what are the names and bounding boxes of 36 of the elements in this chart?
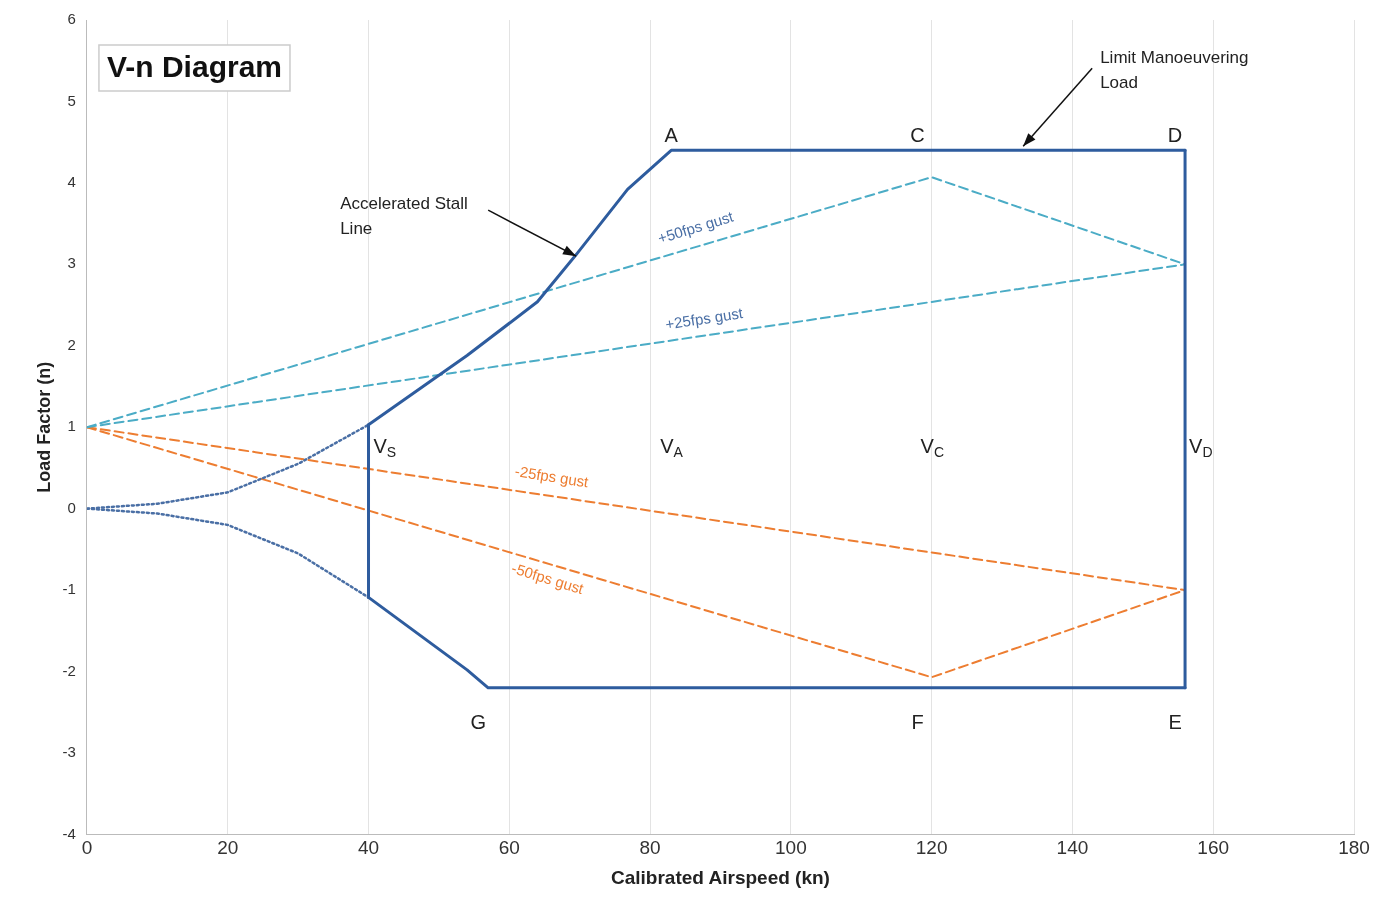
x-tick-label: 120 bbox=[915, 837, 948, 859]
y-axis-title: Load Factor (n) bbox=[33, 361, 54, 493]
y-tick-label: 5 bbox=[67, 91, 76, 109]
x-tick-label: 140 bbox=[1056, 837, 1089, 859]
y-tick-label: 4 bbox=[67, 173, 76, 191]
annotation: D bbox=[1167, 123, 1183, 146]
x-tick-label: 100 bbox=[775, 837, 807, 859]
y-tick-label: 1 bbox=[67, 417, 76, 435]
x-tick-label: 180 bbox=[1338, 837, 1370, 859]
annotation: -50fps gust bbox=[509, 559, 587, 598]
annotation: Limit Manoeuvering Load bbox=[1100, 47, 1249, 92]
x-tick-label: 20 bbox=[217, 837, 239, 859]
x-tick-label: 0 bbox=[81, 837, 93, 859]
annotation: -25fps gust bbox=[513, 462, 591, 491]
x-tick-label: 60 bbox=[498, 837, 520, 859]
text: V-n Diagram bbox=[106, 50, 282, 84]
annotation: E bbox=[1168, 711, 1182, 734]
annotation: G bbox=[470, 711, 486, 734]
y-tick-label: -3 bbox=[62, 743, 76, 761]
annotation: +50fps gust bbox=[655, 207, 736, 247]
y-tick-label: 3 bbox=[67, 254, 76, 272]
annotation: +25fps gust bbox=[664, 303, 745, 333]
x-axis-title: Calibrated Airspeed (kn) bbox=[611, 866, 830, 888]
x-tick-label: 80 bbox=[639, 837, 661, 859]
annotation: C bbox=[910, 123, 925, 146]
x-tick-label: 40 bbox=[357, 837, 380, 859]
y-tick-label: 6 bbox=[67, 10, 76, 28]
x-tick-label: 160 bbox=[1197, 837, 1230, 859]
y-tick-label: -4 bbox=[62, 824, 76, 842]
annotation: Accelerated Stall Line bbox=[340, 193, 468, 238]
annotation: A bbox=[664, 123, 679, 146]
y-tick-label: -2 bbox=[62, 661, 76, 679]
y-tick-label: -1 bbox=[62, 580, 76, 598]
y-tick-label: 2 bbox=[67, 335, 76, 353]
y-tick-label: 0 bbox=[67, 498, 76, 516]
annotation: F bbox=[911, 711, 924, 734]
